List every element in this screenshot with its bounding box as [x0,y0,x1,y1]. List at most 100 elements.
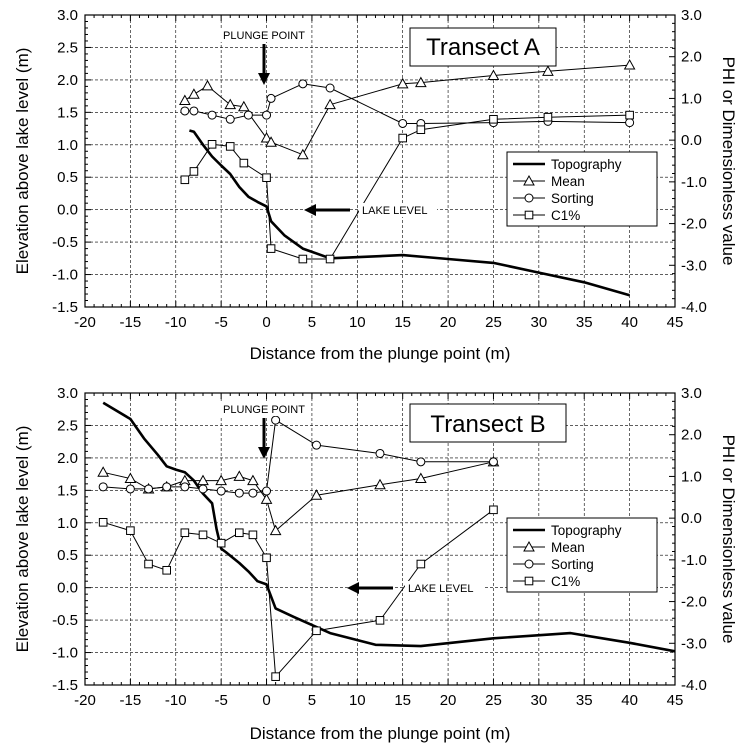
transect-title: Transect A [426,34,540,61]
x-tick-label: 5 [308,692,316,709]
series-mean-point [623,59,636,70]
legend-marker [524,210,534,220]
y-left-tick-label: 1.0 [57,515,78,532]
series-c1-point [225,142,235,151]
plunge-point-arrow-head [258,447,270,459]
y-right-tick-label: 1.0 [681,90,702,107]
series-mean-point [260,132,273,143]
legend-label: Mean [551,174,585,189]
series-sorting-point [189,106,199,116]
x-tick-label: -20 [74,692,96,709]
x-tick-label: 25 [485,692,502,709]
series-mean-point [233,470,246,481]
y-left-tick-label: -0.5 [52,612,78,629]
series-mean-point [296,148,309,160]
x-tick-label: 0 [262,692,270,709]
x-tick-label: 40 [621,692,638,709]
series-mean-point [215,474,228,486]
series-mean-point [97,466,110,477]
series-c1-point [198,530,208,540]
series-mean-point [374,478,386,490]
plunge-point-label-bg [218,28,310,42]
legend-marker [524,559,534,569]
series-mean-point [247,474,259,486]
series-sorting-point [298,79,308,89]
x-tick-label: 20 [440,314,457,331]
series-mean-point [414,76,427,88]
series-mean-point [188,88,200,99]
x-tick-label: -15 [120,314,142,331]
series-c1-point [262,173,271,182]
series-c1-point [312,626,321,636]
series-sorting-point [625,118,635,128]
legend-label: Topography [551,157,622,172]
series-mean-point [265,136,277,147]
x-tick-label: -10 [165,692,187,709]
series-mean-point [237,100,250,112]
y-left-tick-label: -1.5 [52,677,78,694]
legend-marker [523,540,535,552]
series-c1-point [262,553,271,563]
series-sorting-point [162,482,172,492]
legend: Topography Mean Sorting C1% [506,517,658,593]
legend-marker [523,174,535,186]
series-sorting-point [180,482,190,492]
x-tick-label: 10 [349,314,366,331]
y-left-tick-label: 3.0 [57,7,78,24]
x-tick-label: 15 [394,314,411,331]
y-axis-left: 3.0 2.5 2.0 1.5 1.0 0.5 0.0 -0.5 -1.0 -1.5 [52,7,91,316]
series-sorting-point [248,488,258,498]
plunge-point-label-bg [218,402,310,416]
legend-label: C1% [551,574,580,589]
x-tick-label: 10 [349,692,366,709]
series-mean-point [124,472,137,484]
series-c1-point [398,133,407,143]
legend-marker [524,576,534,586]
y-left-tick-label: 1.5 [57,482,78,499]
y-right-tick-label: 0.0 [681,510,702,527]
y-left-tick-label: -1.5 [52,299,78,316]
legend-label: Sorting [551,557,594,572]
series-sorting-point [325,83,335,93]
series-mean-point [224,98,237,110]
series-mean-line [184,64,630,156]
y-left-tick-label: 1.0 [57,137,78,154]
series-c1-point [180,175,190,185]
series-c1-point [543,112,553,122]
x-tick-label: 20 [440,692,457,709]
series-topography-line [102,401,676,653]
y-left-tick-label: -1.0 [52,645,78,662]
series-mean-point [201,79,214,91]
series-sorting-point [262,110,272,120]
y-left-tick-label: 0.0 [57,580,78,597]
series-c1-point [625,110,634,120]
legend-label: Mean [551,540,585,555]
x-tick-label: -5 [214,692,227,709]
lake-level-label-bg [405,581,483,595]
series-mean-point [324,98,336,110]
series-mean-point [487,69,500,80]
y-right-tick-label: -2.0 [681,216,707,233]
x-tick-label: 30 [531,692,548,709]
lake-level-label: LAKE LEVEL [362,205,427,217]
x-tick-label: 30 [531,314,548,331]
series-c1-point [98,518,108,527]
y-right-tick-label: -3.0 [681,635,707,652]
series-sorting-point [271,415,281,425]
series-c1-point [271,672,280,681]
x-axis-title: Distance from the plunge point (m) [250,724,511,743]
lake-level-label-bg [359,203,437,217]
series-c1-point [416,125,426,135]
x-tick-label: -10 [165,314,187,331]
series-sorting-point [207,110,217,120]
y-left-tick-label: -1.0 [52,267,78,284]
series-mean-point [396,77,409,89]
y-left-tick-label: 2.5 [57,39,78,56]
series-sorting-point [225,114,235,124]
series-c1-point [375,616,385,625]
x-tick-label: 35 [576,314,593,331]
series-c1-point [239,158,249,168]
y-axis-right: 3.0 2.0 1.0 0.0 -1.0 -2.0 -3.0 -4.0 [669,385,707,694]
y-axis-left-title: Elevation above lake level (m) [13,426,32,653]
